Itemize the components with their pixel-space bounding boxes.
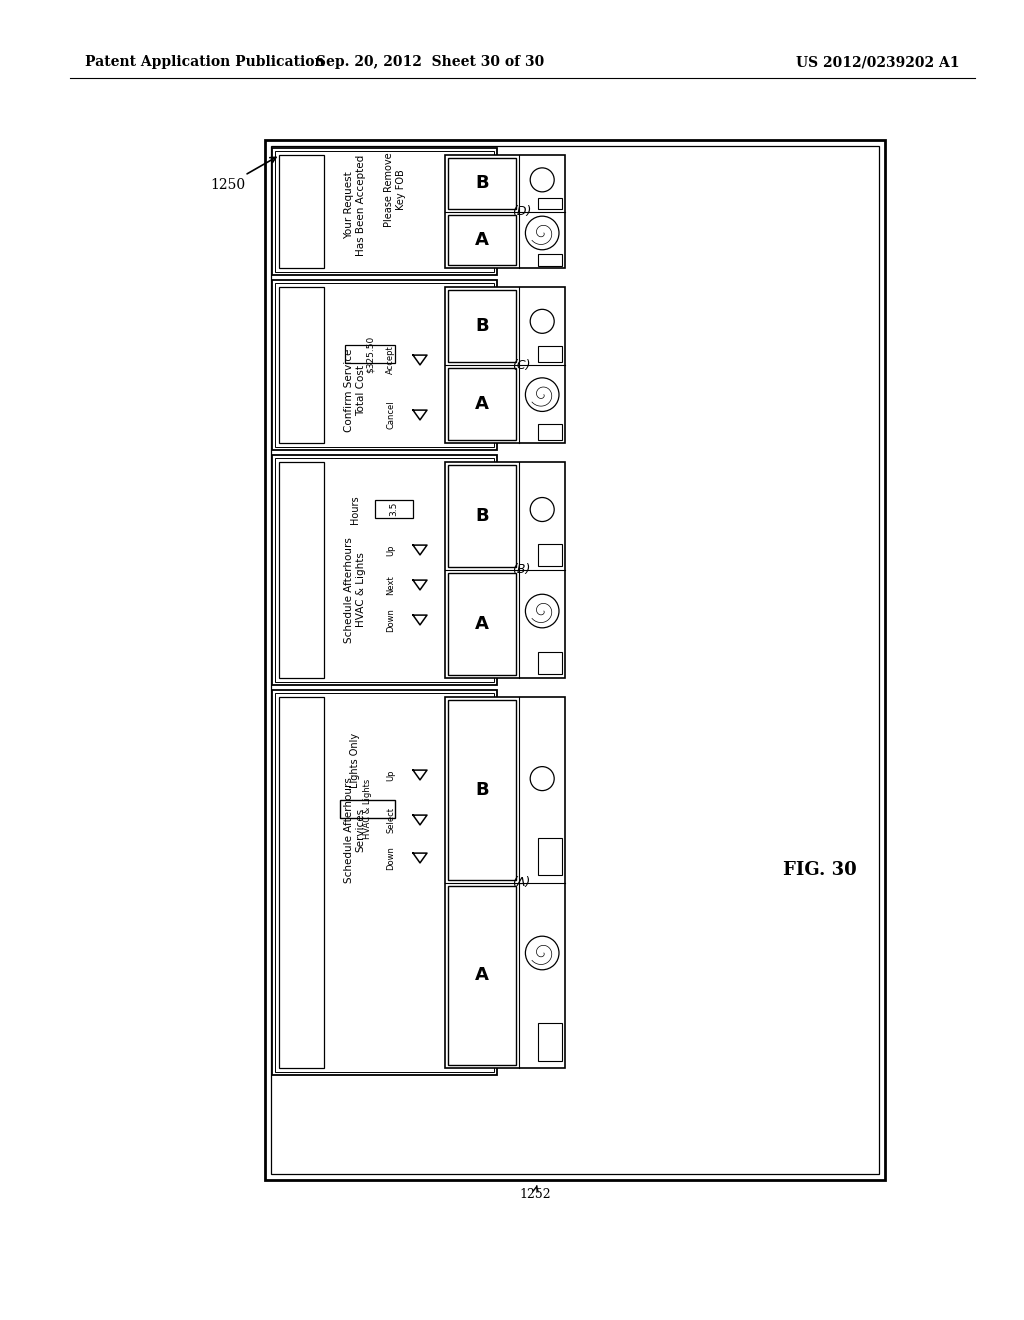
Text: (A): (A) bbox=[512, 876, 530, 888]
Text: A: A bbox=[475, 615, 489, 634]
Text: Schedule Afterhours
HVAC & Lights: Schedule Afterhours HVAC & Lights bbox=[344, 537, 366, 643]
Text: Patent Application Publication: Patent Application Publication bbox=[85, 55, 325, 69]
Text: HVAC & Lights: HVAC & Lights bbox=[362, 779, 372, 840]
Bar bbox=[279, 154, 324, 268]
Text: Up: Up bbox=[386, 770, 395, 780]
Bar bbox=[279, 286, 324, 444]
Bar bbox=[449, 465, 516, 568]
Text: A: A bbox=[475, 395, 489, 413]
Text: Your Request
Has Been Accepted: Your Request Has Been Accepted bbox=[344, 154, 366, 256]
Text: Lights Only: Lights Only bbox=[350, 733, 360, 788]
Bar bbox=[275, 282, 494, 447]
Bar bbox=[449, 290, 516, 362]
Bar bbox=[272, 148, 497, 275]
Text: FIG. 30: FIG. 30 bbox=[783, 861, 857, 879]
Text: Accept: Accept bbox=[386, 346, 395, 375]
Bar bbox=[445, 154, 565, 268]
Text: Please Remove
Key FOB: Please Remove Key FOB bbox=[384, 153, 406, 227]
Text: Hours: Hours bbox=[350, 496, 360, 524]
Bar bbox=[538, 1023, 562, 1060]
Bar bbox=[275, 458, 494, 682]
Bar bbox=[449, 573, 516, 675]
Bar bbox=[449, 886, 516, 1065]
Text: Next: Next bbox=[386, 576, 395, 595]
Bar bbox=[272, 690, 497, 1074]
Bar bbox=[538, 346, 562, 362]
Bar bbox=[538, 838, 562, 875]
Bar bbox=[275, 693, 494, 1072]
Text: B: B bbox=[475, 317, 489, 335]
Bar bbox=[449, 368, 516, 440]
Text: B: B bbox=[475, 507, 489, 525]
Text: (B): (B) bbox=[512, 564, 530, 577]
Bar bbox=[445, 462, 565, 678]
Bar bbox=[279, 697, 324, 1068]
Bar bbox=[538, 255, 562, 265]
Text: US 2012/0239202 A1: US 2012/0239202 A1 bbox=[797, 55, 961, 69]
Bar bbox=[538, 544, 562, 566]
Bar bbox=[340, 800, 395, 818]
Text: Schedule Afterhours
Services: Schedule Afterhours Services bbox=[344, 777, 366, 883]
Text: Sep. 20, 2012  Sheet 30 of 30: Sep. 20, 2012 Sheet 30 of 30 bbox=[315, 55, 544, 69]
Bar bbox=[265, 140, 885, 1180]
Text: Select: Select bbox=[386, 807, 395, 833]
Text: (C): (C) bbox=[512, 359, 530, 371]
Text: B: B bbox=[475, 174, 489, 193]
Bar bbox=[538, 424, 562, 440]
Bar bbox=[445, 286, 565, 444]
Text: B: B bbox=[475, 780, 489, 799]
Bar bbox=[345, 345, 395, 363]
Text: Confirm Service
Total Cost: Confirm Service Total Cost bbox=[344, 348, 366, 432]
Bar bbox=[272, 280, 497, 450]
Text: A: A bbox=[475, 231, 489, 248]
Bar bbox=[375, 500, 413, 517]
Text: Up: Up bbox=[386, 544, 395, 556]
Text: (D): (D) bbox=[512, 205, 531, 218]
Text: $325.50: $325.50 bbox=[366, 335, 375, 372]
Text: 1252: 1252 bbox=[519, 1185, 551, 1201]
Text: 3.5: 3.5 bbox=[389, 502, 398, 516]
Text: A: A bbox=[475, 966, 489, 985]
Bar bbox=[272, 455, 497, 685]
Bar bbox=[271, 147, 879, 1173]
Bar bbox=[445, 697, 565, 1068]
Bar bbox=[275, 150, 494, 272]
Text: Cancel: Cancel bbox=[386, 401, 395, 429]
Text: Down: Down bbox=[386, 609, 395, 632]
Bar bbox=[538, 652, 562, 673]
Bar bbox=[279, 462, 324, 678]
Text: 1250: 1250 bbox=[210, 157, 276, 191]
Text: Down: Down bbox=[386, 846, 395, 870]
Bar bbox=[538, 198, 562, 210]
Bar bbox=[449, 700, 516, 879]
Bar bbox=[449, 158, 516, 209]
Bar bbox=[449, 214, 516, 265]
